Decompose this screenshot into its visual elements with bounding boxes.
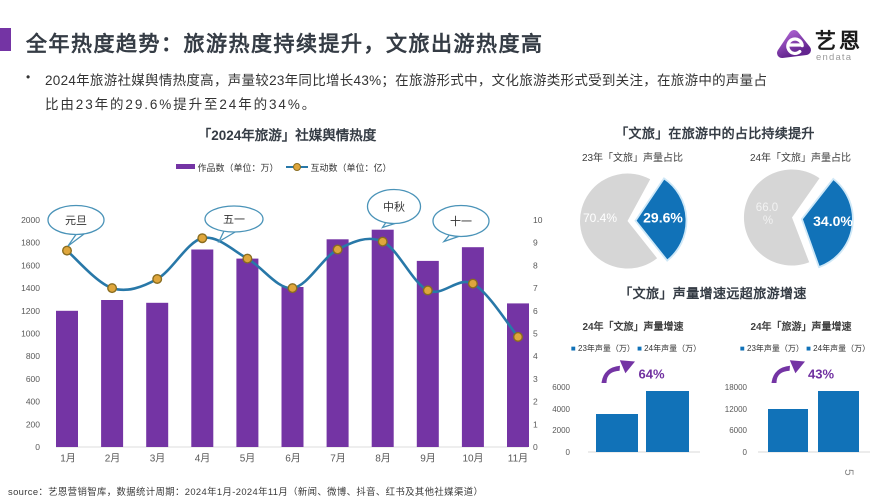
svg-text:600: 600: [26, 374, 40, 384]
svg-text:8月: 8月: [375, 452, 391, 464]
svg-text:中秋: 中秋: [383, 200, 405, 214]
svg-text:9月: 9月: [420, 452, 436, 464]
svg-text:0: 0: [566, 448, 571, 457]
svg-text:34.0%: 34.0%: [813, 213, 853, 229]
svg-text:3月: 3月: [150, 452, 166, 464]
svg-text:5: 5: [533, 329, 538, 339]
svg-text:2月: 2月: [105, 452, 121, 464]
svg-text:五一: 五一: [223, 214, 245, 226]
svg-text:%: %: [763, 215, 773, 227]
svg-text:1200: 1200: [21, 306, 40, 316]
svg-text:元旦: 元旦: [65, 215, 87, 227]
svg-text:1: 1: [533, 419, 538, 429]
svg-text:64%: 64%: [639, 367, 665, 382]
svg-text:十一: 十一: [450, 214, 472, 228]
svg-text:70.4%: 70.4%: [583, 211, 617, 225]
svg-text:1600: 1600: [21, 260, 40, 270]
svg-text:endata: endata: [816, 52, 852, 63]
svg-text:7: 7: [533, 283, 538, 293]
svg-text:4月: 4月: [195, 452, 211, 464]
svg-text:0: 0: [35, 442, 40, 452]
svg-text:12000: 12000: [725, 405, 748, 414]
svg-text:29.6%: 29.6%: [643, 210, 683, 226]
svg-text:1000: 1000: [21, 329, 40, 339]
svg-text:10: 10: [533, 215, 543, 225]
svg-text:400: 400: [26, 397, 40, 407]
svg-text:18000: 18000: [725, 383, 748, 392]
svg-text:4: 4: [533, 351, 538, 361]
svg-text:1800: 1800: [21, 238, 40, 248]
svg-text:3: 3: [533, 374, 538, 384]
svg-text:艺恩: 艺恩: [815, 29, 863, 53]
svg-text:2: 2: [533, 397, 538, 407]
svg-text:10月: 10月: [462, 452, 483, 464]
svg-text:6: 6: [533, 306, 538, 316]
svg-text:200: 200: [26, 419, 40, 429]
svg-text:6000: 6000: [552, 383, 570, 392]
svg-text:0: 0: [743, 448, 748, 457]
svg-text:800: 800: [26, 351, 40, 361]
svg-text:4000: 4000: [552, 405, 570, 414]
svg-text:43%: 43%: [808, 367, 834, 382]
svg-text:8: 8: [533, 260, 538, 270]
svg-text:7月: 7月: [330, 452, 346, 464]
svg-text:6月: 6月: [285, 452, 301, 464]
svg-text:2000: 2000: [552, 426, 570, 435]
svg-text:5: 5: [842, 469, 856, 476]
svg-text:5月: 5月: [240, 452, 256, 464]
svg-text:11月: 11月: [508, 452, 528, 464]
svg-text:2000: 2000: [21, 215, 40, 225]
svg-text:9: 9: [533, 238, 538, 248]
svg-text:66.0: 66.0: [756, 202, 778, 214]
svg-text:0: 0: [533, 442, 538, 452]
svg-text:6000: 6000: [729, 426, 747, 435]
svg-text:1400: 1400: [21, 283, 40, 293]
svg-text:1月: 1月: [60, 452, 76, 464]
